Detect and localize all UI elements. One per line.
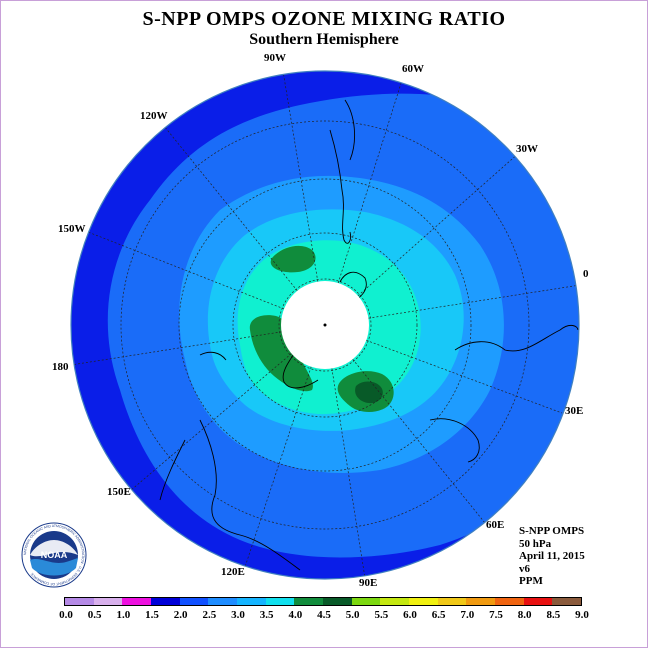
colorbar-tick-label: 3.5: [259, 609, 274, 621]
colorbar-swatch: [351, 598, 381, 605]
colorbar-swatch: [552, 598, 582, 605]
colorbar-swatch: [294, 598, 324, 605]
coastlines: [159, 99, 579, 571]
colorbar-swatch: [208, 598, 238, 605]
colorbar: [64, 597, 582, 606]
colorbar-tick-label: 4.0: [288, 609, 303, 621]
lon-label-30e: 30E: [565, 405, 584, 417]
lon-label-60w: 60W: [402, 63, 424, 75]
info-units: PPM: [519, 575, 543, 588]
colorbar-tick-label: 7.0: [460, 609, 475, 621]
pole-marker: [323, 323, 327, 327]
colorbar-tick-label: 9.0: [575, 609, 589, 621]
ozone-max-c-core: [355, 381, 383, 404]
colorbar-tick-label: 1.0: [116, 609, 131, 621]
colorbar-swatch: [495, 598, 524, 605]
map-border: [70, 70, 580, 580]
colorbar-swatch: [437, 598, 467, 605]
noaa-logo: NOAA NATIONAL OCEANIC AND ATMOSPHERIC AD…: [21, 522, 87, 588]
graticule: [71, 71, 579, 579]
colorbar-tick-label: 1.5: [145, 609, 159, 621]
lon-label-90w: 90W: [264, 52, 286, 64]
colorbar-tick-label: 3.0: [231, 609, 245, 621]
colorbar-swatch: [237, 598, 266, 605]
page-subtitle: Southern Hemisphere: [249, 31, 399, 48]
colorbar-swatch: [151, 598, 180, 605]
colorbar-tick-label: 2.0: [173, 609, 188, 621]
colorbar-labels: 0.0 0.5 1.0 1.5 2.0 2.5 3.0 3.5 4.0 4.5 5.0 5.5 6.0 6…: [0, 609, 648, 623]
lon-label-30w: 30W: [516, 143, 538, 155]
info-block: S-NPP OMPS 50 hPa April 11, 2015 v6 PPM: [519, 525, 585, 588]
lon-label-150e: 150E: [107, 486, 131, 498]
colorbar-swatch: [65, 598, 94, 605]
colorbar-tick-label: 0.5: [87, 609, 102, 621]
lon-label-120e: 120E: [221, 566, 245, 578]
colorbar-swatch: [323, 598, 352, 605]
colorbar-tick-label: 4.5: [317, 609, 331, 621]
colorbar-tick-label: 5.5: [374, 609, 389, 621]
colorbar-tick-label: 6.0: [403, 609, 417, 621]
colorbar-tick-label: 8.0: [517, 609, 532, 621]
colorbar-swatch: [265, 598, 295, 605]
colorbar-swatch: [409, 598, 438, 605]
noaa-logo-text: NOAA: [41, 550, 68, 560]
lon-label-90e: 90E: [359, 577, 378, 589]
colorbar-swatch: [122, 598, 152, 605]
colorbar-swatch: [179, 598, 209, 605]
colorbar-tick-label: 2.5: [202, 609, 217, 621]
page-title: S-NPP OMPS OZONE MIXING RATIO: [142, 8, 506, 30]
colorbar-tick-label: 7.5: [489, 609, 503, 621]
lon-label-60e: 60E: [486, 519, 505, 531]
colorbar-tick-label: 8.5: [546, 609, 561, 621]
colorbar-tick-label: 6.5: [431, 609, 446, 621]
colorbar-tick-label: 0.0: [59, 609, 73, 621]
lon-label-180: 180: [52, 361, 69, 373]
info-level: 50 hPa: [519, 537, 552, 550]
lon-label-120w: 120W: [140, 110, 168, 122]
ozone-max-a: [270, 245, 316, 273]
info-instrument: S-NPP OMPS: [519, 525, 585, 537]
colorbar-swatch: [93, 598, 123, 605]
colorbar-swatch: [523, 598, 553, 605]
colorbar-swatch: [466, 598, 496, 605]
colorbar-tick-label: 5.0: [345, 609, 360, 621]
info-date: April 11, 2015: [519, 550, 585, 563]
colorbar-swatch: [380, 598, 410, 605]
lon-label-150w: 150W: [58, 223, 86, 235]
info-version: v6: [519, 562, 530, 575]
lon-label-0: 0: [583, 268, 589, 280]
